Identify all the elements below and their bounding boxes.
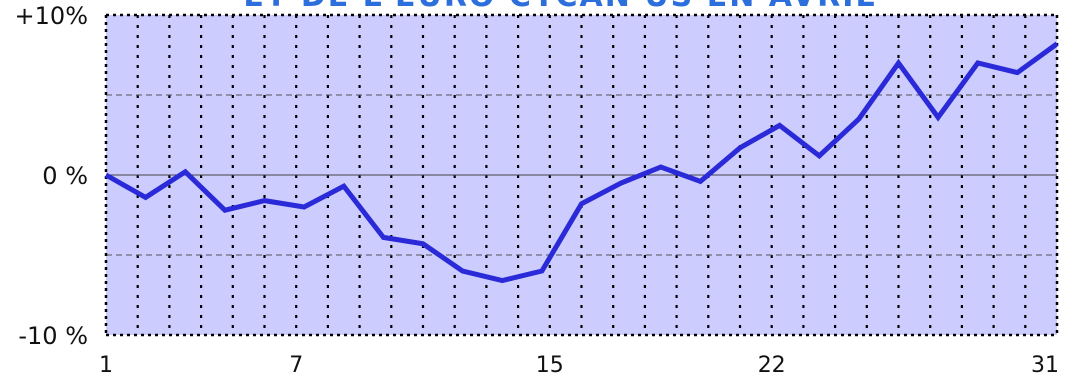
- x-tick-label: 1: [99, 353, 113, 378]
- x-tick-label: 22: [758, 353, 786, 378]
- y-tick-label: +10%: [15, 2, 88, 30]
- grid: [106, 15, 1057, 335]
- y-axis: +10% 0 % -10 %: [15, 2, 88, 350]
- series-layer: [104, 41, 1059, 284]
- y-tick-label: 0 %: [42, 162, 88, 190]
- chart-title: ET DE L'EURO CYCAN US EN AVRIL: [243, 0, 876, 14]
- plot-frame: [104, 13, 1059, 337]
- x-tick-label: 15: [536, 353, 564, 378]
- series-line: [104, 41, 1059, 284]
- x-tick-label: 31: [1031, 353, 1059, 378]
- x-axis: 1 7 15 22 31: [99, 353, 1059, 378]
- y-tick-label: -10 %: [18, 322, 88, 350]
- x-tick-label: 7: [289, 353, 303, 378]
